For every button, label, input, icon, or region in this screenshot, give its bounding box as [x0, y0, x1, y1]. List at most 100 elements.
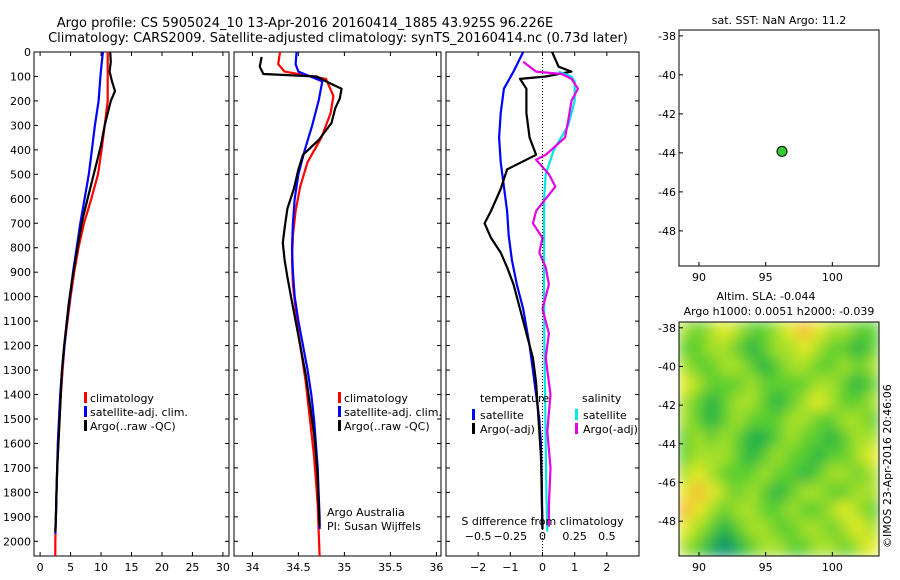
sla-heatmap-cell [798, 339, 814, 359]
sla-heatmap-cell [704, 465, 720, 485]
sst-y-tick-label: -48 [658, 225, 676, 238]
sst-map-panel: sat. SST: NaN Argo: 11.2 90 95 100 -38 -40 -42… [658, 14, 880, 284]
s-diff-tick-label: 0.5 [598, 530, 616, 543]
temperature-legend-swatch [84, 406, 87, 417]
sla-heatmap-cell [691, 519, 707, 539]
sla-heatmap-cell [811, 483, 827, 503]
sla-heatmap-cell [798, 501, 814, 521]
sla-heatmap-cell [851, 501, 867, 521]
sla-heatmap-cell [679, 322, 694, 341]
sla-heatmap-cell [824, 501, 840, 521]
sla-heatmap-cell [691, 501, 707, 521]
sla-heatmap-cell [798, 375, 814, 395]
sla-heatmap-cell [864, 375, 879, 395]
sla-heatmap-cell [811, 519, 827, 539]
sla-heatmap-cell [798, 357, 814, 377]
y-tick-label: 1900 [3, 511, 31, 524]
sla-heatmap-cell [744, 393, 760, 413]
salinity-legend-swatch [338, 406, 341, 417]
sla-heatmap-cell [679, 411, 694, 431]
difference-legend-entry: Argo(-adj) [583, 423, 638, 436]
sla-heatmap-cell [798, 411, 814, 431]
sla-heatmap-cell [744, 483, 760, 503]
y-tick-label: 1100 [3, 315, 31, 328]
s-diff-tick-label: −0.25 [493, 530, 527, 543]
sla-heatmap-cell [851, 357, 867, 377]
sla-heatmap-cell [718, 411, 734, 431]
sla-heatmap-field [679, 322, 879, 556]
y-tick-label: 1200 [3, 340, 31, 353]
sla-heatmap-cell [838, 447, 854, 467]
sla-heatmap-cell [679, 339, 694, 359]
sla-heatmap-cell [798, 447, 814, 467]
sla-heatmap-cell [851, 339, 867, 359]
sla-heatmap-cell [758, 322, 774, 341]
sla-heatmap-cell [731, 447, 747, 467]
sla-heatmap-cell [784, 393, 800, 413]
x-tick-label: 20 [155, 561, 169, 574]
sla-map-frame [678, 321, 880, 557]
sst-x-tick-label: 95 [759, 271, 773, 284]
sla-heatmap-cell [731, 339, 747, 359]
sla-heatmap-cell [811, 339, 827, 359]
sst-y-tick-label: -42 [658, 108, 676, 121]
sla-heatmap-cell [744, 537, 760, 556]
sla-map-title-2: Argo h1000: 0.0051 h2000: -0.039 [684, 305, 875, 318]
y-tick-label: 2000 [3, 535, 31, 548]
sla-heatmap-cell [691, 483, 707, 503]
sla-heatmap-cell [851, 393, 867, 413]
sla-heatmap-cell [679, 357, 694, 377]
sla-heatmap-cell [824, 483, 840, 503]
temperature-x-axis-label: temperature (deg C) [75, 578, 188, 580]
sla-heatmap-cell [731, 465, 747, 485]
sla-heatmap-cell [731, 357, 747, 377]
sla-heatmap-cell [838, 429, 854, 449]
sla-y-tick-label: -44 [658, 438, 676, 451]
sla-heatmap-cell [798, 429, 814, 449]
sla-heatmap-cell [864, 537, 879, 556]
sla-heatmap-cell [838, 393, 854, 413]
x-tick-label: 0 [539, 561, 546, 574]
sla-heatmap-cell [851, 483, 867, 503]
s-diff-tick-label: 0.25 [562, 530, 587, 543]
salinity-legend-swatch [338, 420, 341, 431]
sla-heatmap-cell [864, 501, 879, 521]
s-diff-axis-label: S difference from climatology [461, 515, 624, 528]
sla-heatmap-cell [784, 411, 800, 431]
sla-heatmap-cell [679, 465, 694, 485]
sla-heatmap-cell [679, 483, 694, 503]
sla-heatmap-cell [851, 447, 867, 467]
x-tick-label: −1 [502, 561, 518, 574]
sla-heatmap-cell [784, 537, 800, 556]
sla-heatmap-cell [758, 429, 774, 449]
difference-series-line-2 [543, 70, 576, 532]
sla-heatmap-cell [731, 393, 747, 413]
x-tick-label: 25 [185, 561, 199, 574]
temperature-legend-swatch [84, 420, 87, 431]
sla-heatmap-cell [864, 322, 879, 341]
sla-heatmap-cell [811, 465, 827, 485]
s-diff-tick-label: 0 [539, 530, 546, 543]
sla-heatmap-cell [838, 465, 854, 485]
sla-heatmap-cells [679, 322, 879, 556]
sla-heatmap-cell [811, 537, 827, 556]
salinity-series-line-1 [290, 51, 324, 530]
sla-heatmap-cell [811, 322, 827, 341]
sla-heatmap-cell [758, 465, 774, 485]
sla-heatmap-cell [704, 411, 720, 431]
sla-heatmap-cell [771, 411, 787, 431]
sla-heatmap-cell [691, 429, 707, 449]
sla-heatmap-cell [758, 357, 774, 377]
sla-heatmap-cell [718, 375, 734, 395]
sla-heatmap-cell [718, 501, 734, 521]
sla-heatmap-cell [824, 465, 840, 485]
sst-y-tick-label: -46 [658, 186, 676, 199]
sla-heatmap-cell [691, 393, 707, 413]
temperature-legend-entry: satellite-adj. clim. [90, 406, 188, 419]
title-line-2: Climatology: CARS2009. Satellite-adjuste… [48, 31, 628, 46]
sla-heatmap-cell [744, 375, 760, 395]
sla-heatmap-cell [811, 501, 827, 521]
difference-x-axis-label: T difference from climatology [461, 578, 624, 580]
sla-heatmap-cell [824, 537, 840, 556]
